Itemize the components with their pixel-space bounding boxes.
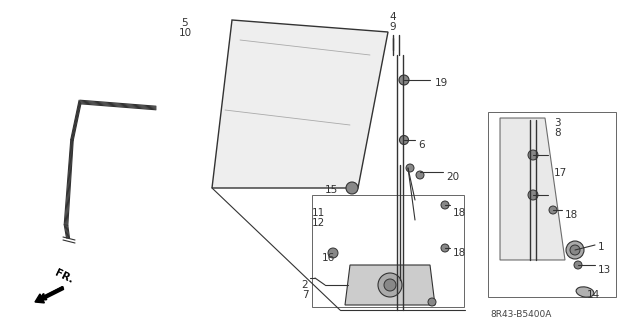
Text: 13: 13 — [598, 265, 611, 275]
Circle shape — [570, 245, 580, 255]
Text: 3: 3 — [554, 118, 561, 128]
Text: 8: 8 — [554, 128, 561, 138]
Polygon shape — [500, 118, 565, 260]
Text: 6: 6 — [418, 140, 424, 150]
Text: 14: 14 — [587, 290, 600, 300]
Circle shape — [528, 150, 538, 160]
Text: 10: 10 — [179, 28, 191, 38]
Text: 2: 2 — [301, 280, 308, 290]
Text: 20: 20 — [446, 172, 459, 182]
Circle shape — [528, 190, 538, 200]
Circle shape — [549, 206, 557, 214]
Circle shape — [406, 164, 414, 172]
Text: 1: 1 — [598, 242, 605, 252]
Polygon shape — [212, 20, 388, 188]
Circle shape — [416, 171, 424, 179]
Circle shape — [428, 298, 436, 306]
Text: 7: 7 — [301, 290, 308, 300]
Circle shape — [328, 248, 338, 258]
Text: 4: 4 — [390, 12, 396, 22]
Text: 16: 16 — [322, 253, 335, 263]
Circle shape — [574, 261, 582, 269]
Ellipse shape — [576, 287, 594, 297]
Text: 12: 12 — [312, 218, 324, 228]
Bar — [488, 112, 616, 297]
Circle shape — [378, 273, 402, 297]
Circle shape — [384, 279, 396, 291]
Text: 8R43-B5400A: 8R43-B5400A — [490, 310, 552, 319]
Text: 15: 15 — [325, 185, 339, 195]
Text: FR.: FR. — [53, 268, 75, 285]
Text: 5: 5 — [182, 18, 188, 28]
Circle shape — [399, 136, 408, 145]
Text: 17: 17 — [554, 168, 567, 178]
Text: 19: 19 — [435, 78, 448, 88]
Text: 9: 9 — [390, 22, 396, 32]
Circle shape — [346, 182, 358, 194]
Polygon shape — [345, 265, 435, 305]
Text: 11: 11 — [312, 208, 324, 218]
Circle shape — [441, 244, 449, 252]
Bar — [312, 195, 464, 307]
Text: 18: 18 — [565, 210, 579, 220]
Circle shape — [399, 75, 409, 85]
Text: 18: 18 — [453, 208, 467, 218]
FancyArrow shape — [35, 287, 63, 303]
Circle shape — [441, 201, 449, 209]
Circle shape — [566, 241, 584, 259]
Text: 18: 18 — [453, 248, 467, 258]
